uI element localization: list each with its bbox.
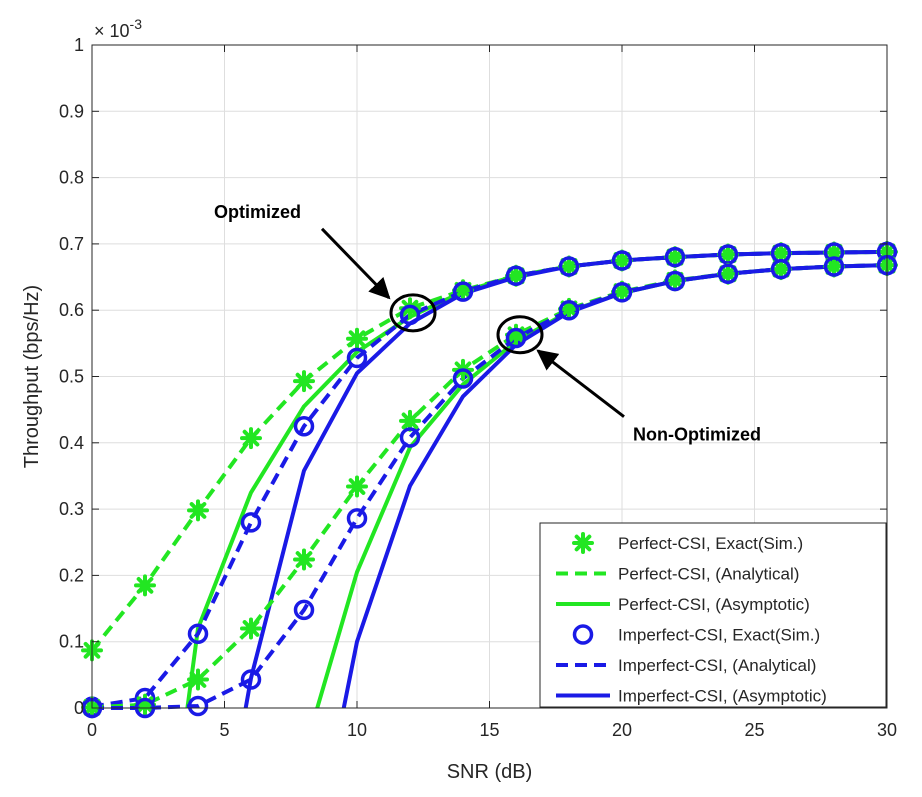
series-point-perfect-csi-exact-sim-non-optimized	[293, 548, 315, 571]
y-scale-exponent: -3	[130, 16, 143, 32]
annotation-ellipse-optimized	[389, 293, 437, 333]
y-tick-label: 0	[74, 698, 84, 718]
y-tick-label: 0.6	[59, 300, 84, 320]
x-tick-label: 15	[479, 720, 499, 740]
legend: Perfect-CSI, Exact(Sim.) Perfect-CSI, (An…	[539, 522, 887, 708]
axis-ticks: 0 5 10 15 20 25 30 0 0.1 0.2 0.3 0.4 0.5 0.6 0.7 0.8 0.9…	[59, 35, 897, 740]
series-point-perfect-csi-exact-sim-optimized	[611, 249, 633, 272]
series-point-perfect-csi-exact-sim-non-optimized	[240, 617, 262, 640]
y-tick-label: 0.4	[59, 433, 84, 453]
series-point-perfect-csi-exact-sim-optimized	[187, 499, 209, 522]
y-tick-label: 0.1	[59, 632, 84, 652]
series-point-imperfect-csi-exact-sim-non-optimized	[558, 299, 580, 321]
y-tick-label: 0.2	[59, 565, 84, 585]
series-point-perfect-csi-exact-sim-optimized	[346, 327, 368, 350]
series-point-imperfect-csi-exact-sim-non-optimized	[717, 263, 739, 284]
series-point-imperfect-csi-exact-sim-optimized	[664, 246, 686, 268]
series-point-imperfect-csi-exact-sim-optimized	[346, 347, 368, 369]
y-axis-scale-factor: × 10-3	[94, 16, 142, 41]
series-point-imperfect-csi-exact-sim-optimized	[187, 623, 209, 644]
x-axis-label: SNR (dB)	[447, 761, 533, 783]
series-point-imperfect-csi-exact-sim-non-optimized	[664, 270, 686, 292]
annotation-ellipse-non-optimized	[496, 315, 544, 355]
legend-label: Perfect-CSI, Exact(Sim.)	[618, 534, 803, 553]
legend-item-perfect-csi-analytical: Perfect-CSI, (Analytical)	[556, 565, 799, 584]
series-point-perfect-csi-exact-sim-optimized	[293, 370, 315, 393]
series-point-imperfect-csi-exact-sim-non-optimized	[346, 508, 368, 529]
series-point-imperfect-csi-exact-sim-optimized	[293, 415, 315, 437]
x-tick-label: 5	[219, 720, 229, 740]
legend-label: Perfect-CSI, (Asymptotic)	[618, 595, 810, 614]
legend-item-perfect-csi-exact-sim: Perfect-CSI, Exact(Sim.)	[572, 532, 803, 554]
series-point-perfect-csi-exact-sim-non-optimized	[717, 262, 739, 285]
legend-label: Imperfect-CSI, Exact(Sim.)	[618, 626, 820, 645]
x-tick-label: 30	[877, 720, 897, 740]
y-scale-base: × 10	[94, 21, 130, 41]
x-tick-label: 25	[744, 720, 764, 740]
legend-label: Imperfect-CSI, (Analytical)	[618, 656, 816, 675]
annotation-arrow-non-optimized	[536, 349, 625, 418]
series-point-imperfect-csi-exact-sim-non-optimized	[293, 599, 315, 621]
y-tick-label: 0.3	[59, 499, 84, 519]
series-point-perfect-csi-exact-sim-optimized	[558, 255, 580, 278]
y-tick-label: 0.7	[59, 234, 84, 254]
series-point-perfect-csi-exact-sim-optimized	[717, 243, 739, 266]
series-point-imperfect-csi-exact-sim-non-optimized	[399, 427, 421, 448]
annotation-arrow-optimized	[320, 227, 391, 300]
y-tick-label: 0.8	[59, 168, 84, 188]
x-tick-label: 20	[612, 720, 632, 740]
series-layer	[81, 240, 898, 719]
y-tick-label: 0.9	[59, 101, 84, 121]
legend-item-perfect-csi-asymptotic: Perfect-CSI, (Asymptotic)	[556, 595, 810, 614]
y-tick-label: 0.5	[59, 367, 84, 387]
series-point-perfect-csi-exact-sim-non-optimized	[823, 255, 845, 278]
series-point-imperfect-csi-exact-sim-optimized	[452, 281, 474, 302]
legend-label: Imperfect-CSI, (Asymptotic)	[618, 687, 827, 706]
series-point-perfect-csi-exact-sim-non-optimized	[346, 475, 368, 498]
series-point-imperfect-csi-exact-sim-non-optimized	[240, 669, 262, 690]
legend-box	[539, 522, 887, 708]
series-point-perfect-csi-exact-sim-optimized	[505, 264, 527, 287]
series-point-imperfect-csi-exact-sim-non-optimized	[452, 368, 474, 389]
series-point-perfect-csi-exact-sim-non-optimized	[187, 668, 209, 691]
series-point-imperfect-csi-exact-sim-optimized	[558, 256, 580, 277]
legend-item-imperfect-csi-exact-sim: Imperfect-CSI, Exact(Sim.)	[572, 624, 820, 645]
series-line-perfect-csi-analytical-non-optimized	[91, 263, 888, 710]
y-tick-label: 1	[74, 35, 84, 55]
series-point-perfect-csi-exact-sim-non-optimized	[611, 280, 633, 303]
annotation-non-optimized: Non-Optimized	[633, 425, 761, 445]
series-point-perfect-csi-exact-sim-non-optimized	[770, 258, 792, 281]
series-point-perfect-csi-exact-sim-optimized	[240, 427, 262, 450]
series-point-imperfect-csi-exact-sim-non-optimized	[770, 258, 792, 280]
series-point-perfect-csi-exact-sim-optimized	[134, 574, 156, 597]
series-point-imperfect-csi-exact-sim-non-optimized	[505, 327, 527, 349]
series-point-imperfect-csi-exact-sim-optimized	[611, 250, 633, 271]
series-point-imperfect-csi-exact-sim-optimized	[505, 265, 527, 286]
legend-swatch	[572, 624, 594, 645]
series-line-imperfect-csi-analytical-non-optimized	[92, 263, 888, 710]
series-point-imperfect-csi-exact-sim-non-optimized	[187, 695, 209, 717]
annotations: Optimized Non-Optimized	[214, 202, 761, 445]
series-point-perfect-csi-exact-sim-non-optimized	[664, 269, 686, 292]
y-axis-label: Throughput (bps/Hz)	[21, 285, 43, 468]
series-point-perfect-csi-exact-sim-non-optimized	[558, 297, 580, 320]
series-point-perfect-csi-exact-sim-optimized	[664, 246, 686, 269]
series-point-perfect-csi-exact-sim-non-optimized	[399, 409, 421, 432]
series-point-imperfect-csi-exact-sim-optimized	[399, 304, 421, 326]
annotation-optimized: Optimized	[214, 202, 301, 222]
legend-label: Perfect-CSI, (Analytical)	[618, 565, 799, 584]
series-point-perfect-csi-exact-sim-optimized	[770, 242, 792, 265]
series-point-imperfect-csi-exact-sim-non-optimized	[611, 282, 633, 303]
series-point-imperfect-csi-exact-sim-optimized	[240, 512, 262, 533]
x-tick-label: 0	[87, 720, 97, 740]
legend-swatch	[572, 532, 594, 554]
series-point-perfect-csi-exact-sim-optimized	[452, 279, 474, 302]
legend-item-imperfect-csi-asymptotic: Imperfect-CSI, (Asymptotic)	[556, 687, 827, 706]
legend-item-imperfect-csi-analytical: Imperfect-CSI, (Analytical)	[556, 656, 816, 675]
x-tick-label: 10	[347, 720, 367, 740]
series-point-imperfect-csi-exact-sim-non-optimized	[823, 256, 845, 277]
